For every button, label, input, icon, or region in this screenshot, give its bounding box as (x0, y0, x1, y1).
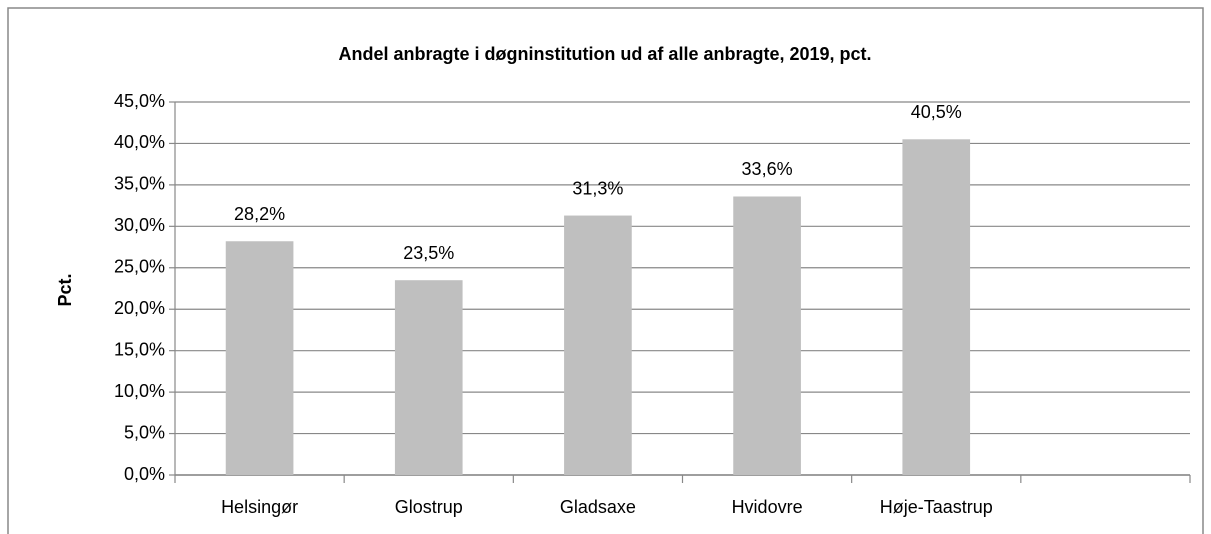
y-tick-label: 35,0% (114, 174, 165, 194)
data-label: 28,2% (234, 204, 285, 224)
bar (733, 196, 801, 475)
y-tick-label: 25,0% (114, 257, 165, 277)
y-tick-label: 15,0% (114, 339, 165, 359)
chart-border (7, 7, 1204, 534)
x-tick-label: Gladsaxe (560, 497, 636, 517)
bar (225, 241, 294, 475)
y-tick-label: 5,0% (124, 422, 165, 442)
data-label: 31,3% (572, 178, 623, 198)
chart-title: Andel anbragte i døgninstitution ud af a… (338, 44, 871, 64)
y-tick-label: 0,0% (124, 464, 165, 484)
bar (902, 139, 971, 476)
bar (394, 280, 463, 475)
x-tick-label: Helsingør (221, 497, 298, 517)
x-tick-label: Høje-Taastrup (880, 497, 993, 517)
data-label: 33,6% (742, 159, 793, 179)
data-label: 40,5% (911, 102, 962, 122)
data-label: 23,5% (403, 243, 454, 263)
x-tick-label: Hvidovre (732, 497, 803, 517)
bar (564, 215, 632, 475)
y-tick-label: 40,0% (114, 132, 165, 152)
y-tick-label: 20,0% (114, 298, 165, 318)
y-axis-label: Pct. (55, 273, 75, 306)
y-tick-label: 10,0% (114, 381, 165, 401)
y-tick-label: 45,0% (114, 91, 165, 111)
x-tick-label: Glostrup (395, 497, 463, 517)
y-tick-label: 30,0% (114, 215, 165, 235)
